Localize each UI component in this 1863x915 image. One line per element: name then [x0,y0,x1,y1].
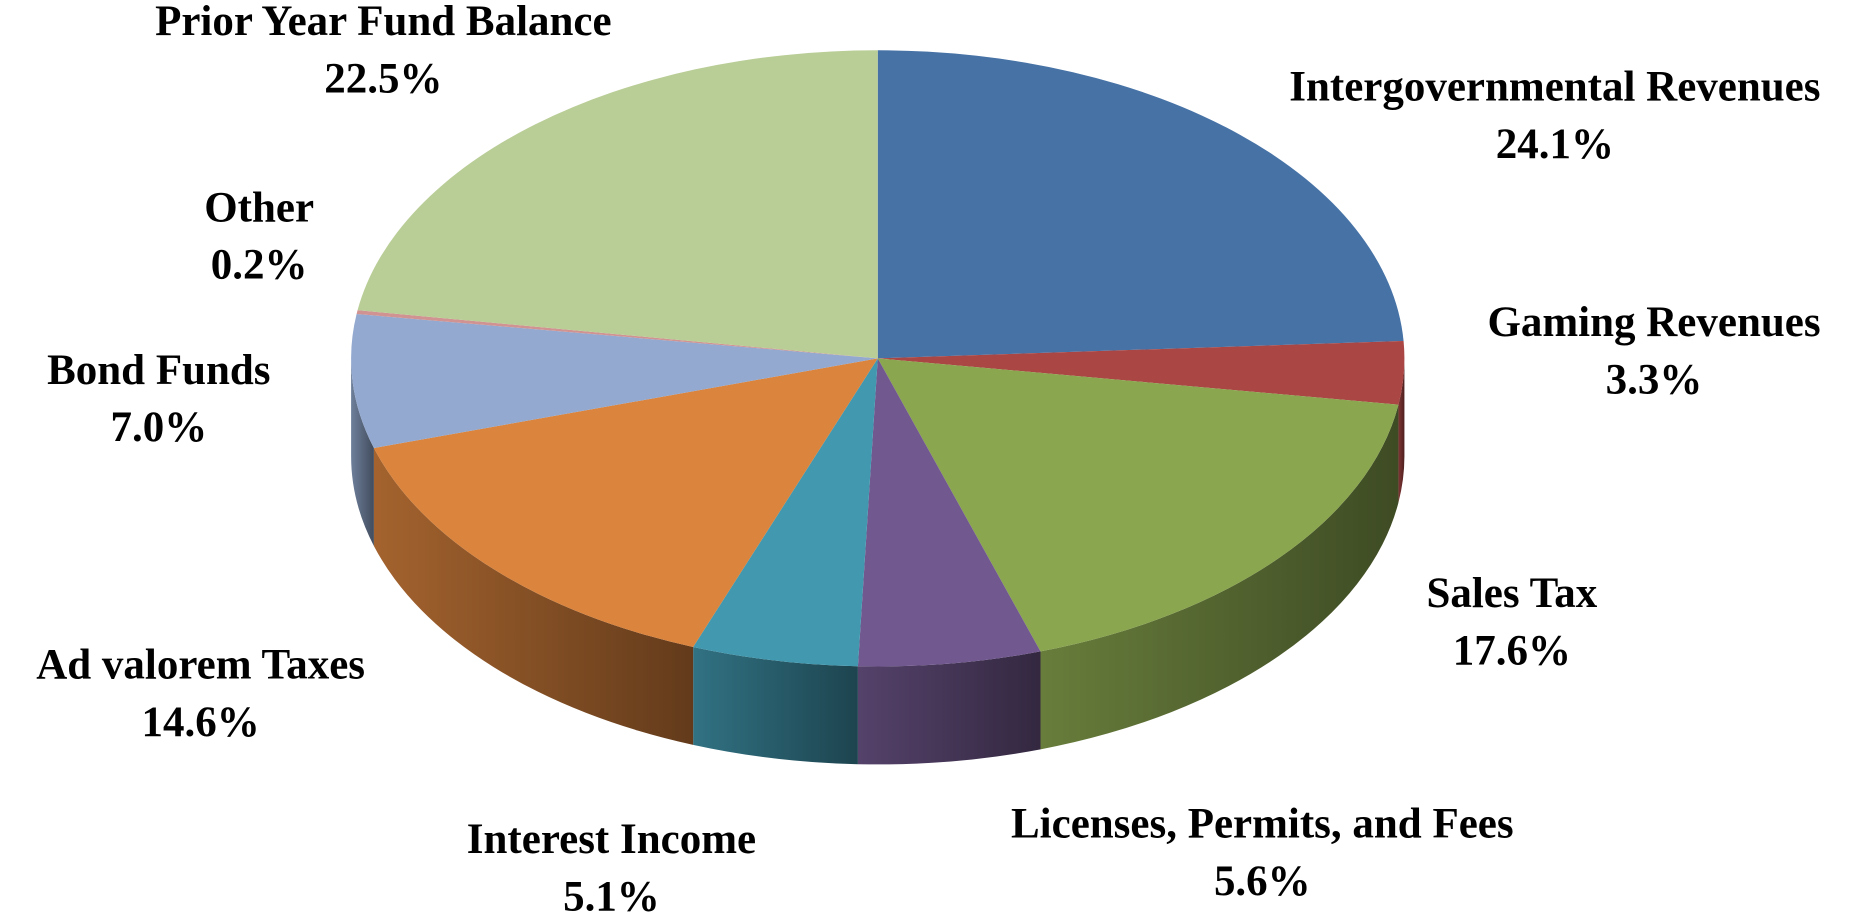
slice-label: Ad valorem Taxes [36,642,365,689]
slice-side [857,651,1041,765]
slice-side [351,358,374,546]
slice-side [1398,358,1405,503]
slice-label: Interest Income [467,816,756,863]
slice-value-label: 7.0% [110,404,207,451]
slice-side [373,448,694,745]
slice [877,358,1399,652]
slice-value-label: 17.6% [1453,627,1571,674]
slice-label: Intergovernmental Revenues [1289,64,1820,111]
slice-value-label: 5.1% [563,873,660,915]
slice-label: Prior Year Fund Balance [155,0,612,45]
slice-side [693,646,858,765]
slice-label: Bond Funds [47,347,270,394]
slice [356,310,878,359]
slice-value-label: 3.3% [1606,356,1703,403]
slice [373,358,878,647]
slice-label: Gaming Revenues [1487,299,1820,346]
slice-label: Licenses, Permits, and Fees [1011,801,1514,848]
slice [877,50,1404,359]
slice [693,358,878,667]
slice [877,340,1405,405]
slice [357,50,878,359]
slice-label: Sales Tax [1426,570,1597,617]
slice-value-label: 22.5% [324,55,442,102]
slice [351,314,878,449]
slice-value-label: 5.6% [1214,858,1311,905]
slice-label: Other [204,184,314,231]
slice-value-label: 0.2% [211,242,308,289]
slice-value-label: 14.6% [142,699,260,746]
slice-side [1040,404,1399,750]
slice-value-label: 24.1% [1496,121,1614,168]
slice [857,358,1041,667]
